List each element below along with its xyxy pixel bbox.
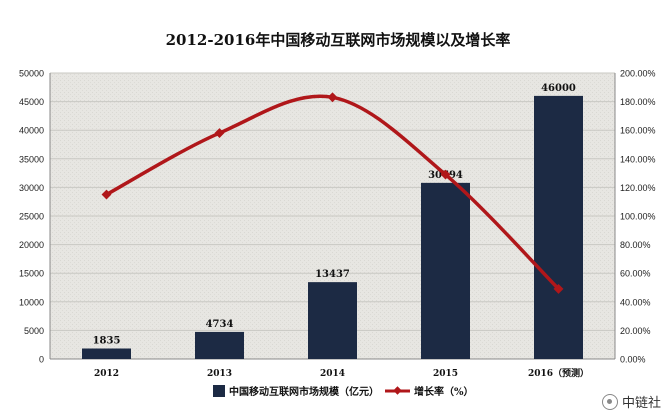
y2-tick-label: 80.00% [620, 240, 651, 250]
y-tick-label: 25000 [19, 212, 44, 222]
y2-tick-label: 120.00% [620, 183, 656, 193]
y2-tick-label: 60.00% [620, 269, 651, 279]
y-tick-label: 0 [39, 355, 44, 365]
y-tick-label: 40000 [19, 126, 44, 136]
chain-logo-icon [601, 393, 618, 410]
right-axis: 0.00% 20.00% 40.00% 60.00% 80.00% 100.00% 120.… [620, 69, 656, 365]
growth-rate-point [214, 128, 225, 139]
x-tick-label: 2012 [94, 369, 119, 379]
y2-tick-label: 0.00% [620, 355, 646, 365]
y-tick-label: 10000 [19, 297, 44, 307]
y2-tick-label: 140.00% [620, 154, 656, 164]
watermark: 中链社 [601, 392, 661, 411]
growth-rate-point [553, 283, 564, 294]
legend-label-line: 增长率（%） [414, 385, 474, 398]
bar-data-label: 13437 [315, 269, 350, 280]
x-tick-label: 2016（预测） [528, 367, 589, 379]
y-tick-label: 5000 [24, 326, 44, 336]
legend: 中国移动互联网市场规模（亿元） 增长率（%） [213, 385, 474, 398]
bar-data-label: 1835 [93, 336, 121, 347]
bar-series [82, 95, 583, 359]
bar-data-label: 4734 [206, 319, 234, 330]
legend-label-bar: 中国移动互联网市场规模（亿元） [229, 385, 379, 398]
bar [308, 282, 357, 359]
x-tick-label: 2015 [433, 369, 458, 379]
legend-swatch-bar [213, 385, 225, 397]
bar [534, 95, 583, 359]
y-tick-label: 45000 [19, 97, 44, 107]
y2-tick-label: 180.00% [620, 97, 656, 107]
left-axis: 0 5000 10000 15000 20000 25000 30000 35000 40000… [19, 69, 44, 365]
growth-rate-point [101, 189, 112, 200]
x-tick-label: 2014 [320, 369, 345, 379]
bar [82, 348, 131, 359]
x-axis: 2012 2013 2014 2015 2016（预测） [94, 367, 589, 379]
y-tick-label: 50000 [19, 69, 44, 79]
bar [421, 182, 470, 359]
bar-data-label: 46000 [541, 83, 576, 94]
y2-tick-label: 160.00% [620, 126, 656, 136]
bar [195, 331, 244, 359]
legend-swatch-marker [393, 386, 402, 395]
watermark-text: 中链社 [621, 396, 661, 411]
y-tick-label: 15000 [19, 269, 44, 279]
y2-tick-label: 20.00% [620, 326, 651, 336]
y-tick-label: 35000 [19, 154, 44, 164]
y-tick-label: 20000 [19, 240, 44, 250]
y2-tick-label: 40.00% [620, 297, 651, 307]
y-tick-label: 30000 [19, 183, 44, 193]
growth-rate-point [440, 169, 451, 180]
y2-tick-label: 100.00% [620, 212, 656, 222]
x-tick-label: 2013 [207, 369, 232, 379]
chart-title: 2012-2016年中国移动互联网市场规模以及增长率 [166, 31, 511, 49]
y2-tick-label: 200.00% [620, 69, 656, 79]
